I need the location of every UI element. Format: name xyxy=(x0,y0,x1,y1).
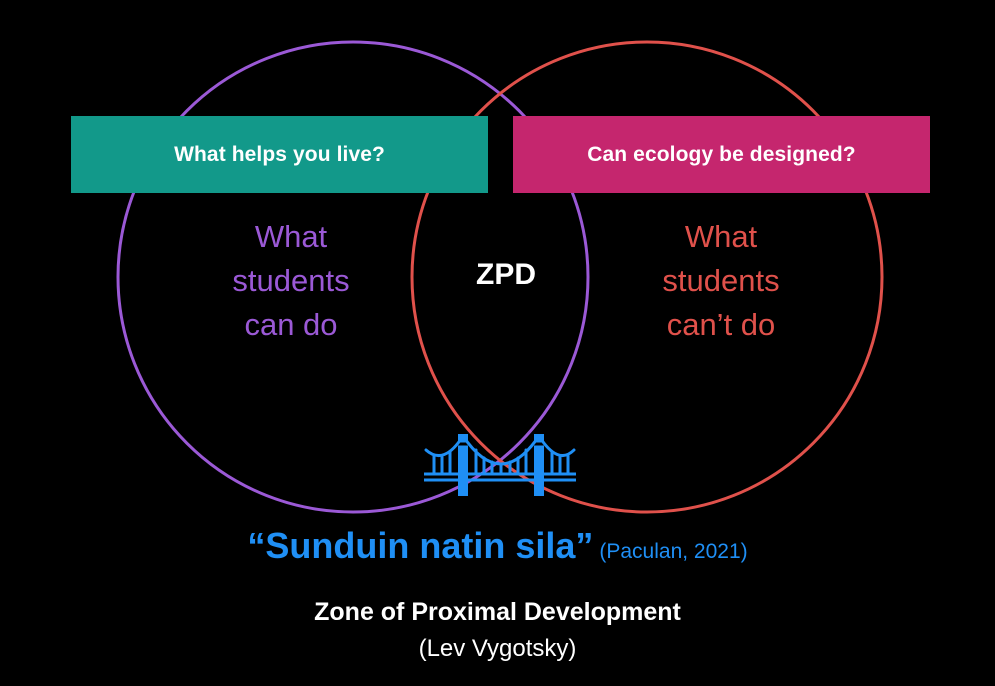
bridge-icon xyxy=(424,434,576,496)
left-circle-line: can do xyxy=(244,307,338,342)
quote-line: “Sunduin natin sila” (Paculan, 2021) xyxy=(0,525,995,567)
right-question-box: Can ecology be designed? xyxy=(513,116,930,193)
quote-text: “Sunduin natin sila” xyxy=(247,525,594,566)
right-circle-line: can’t do xyxy=(666,307,776,342)
right-question-label: Can ecology be designed? xyxy=(587,142,856,166)
right-circle-line: students xyxy=(662,263,780,298)
quote-citation: (Paculan, 2021) xyxy=(599,540,748,563)
left-circle-line: students xyxy=(232,263,350,298)
left-circle-text: What students can do xyxy=(171,215,411,347)
right-circle-line: What xyxy=(684,219,758,254)
footer-subtitle: (Lev Vygotsky) xyxy=(418,635,577,662)
footer-title: Zone of Proximal Development xyxy=(314,598,681,626)
left-question-box: What helps you live? xyxy=(71,116,488,193)
left-question-label: What helps you live? xyxy=(174,142,385,166)
right-circle-text: What students can’t do xyxy=(601,215,841,347)
right-circle xyxy=(410,40,884,514)
left-circle-line: What xyxy=(254,219,328,254)
zpd-label: ZPD xyxy=(476,258,536,291)
left-circle xyxy=(116,40,590,514)
